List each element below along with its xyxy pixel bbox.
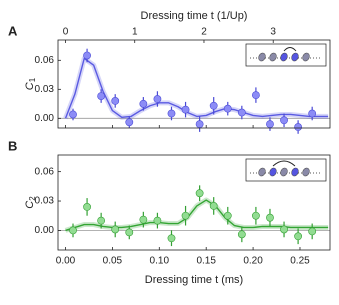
data-point — [83, 203, 91, 211]
x-axis-title: Dressing time t (ms) — [145, 274, 243, 286]
data-point — [83, 51, 91, 60]
data-point — [69, 110, 77, 119]
y-tick-label: 0.00 — [35, 225, 55, 236]
data-point — [266, 213, 274, 222]
y-axis-title-sub: 2 — [28, 196, 37, 201]
y-axis-title-main: C — [24, 201, 36, 209]
y-axis-title: C2 — [24, 196, 37, 209]
data-point — [195, 120, 204, 129]
data-point — [111, 97, 120, 105]
data-point — [195, 189, 204, 198]
x2-tick-label: 2 — [201, 27, 207, 38]
x2-tick-label: 3 — [270, 27, 276, 38]
data-point — [153, 95, 162, 103]
data-point — [181, 211, 190, 220]
data-point — [181, 105, 190, 114]
data-point — [153, 216, 162, 225]
data-point — [308, 109, 317, 118]
x-tick-label: 0.25 — [290, 256, 310, 267]
x-tick-label: 0.05 — [103, 256, 123, 267]
panel: B 0.00 0.03 0.06 0.00 0.05 0.10 0.15 0.20 0.25 Dre… — [8, 138, 331, 286]
data-point — [167, 234, 176, 243]
data-point — [209, 202, 218, 210]
data-point — [252, 91, 260, 100]
data-point — [139, 215, 148, 224]
panel-label: A — [8, 23, 18, 38]
fit-band — [63, 55, 329, 120]
fit-band — [64, 197, 329, 233]
y-axis-title: C1 — [24, 77, 37, 90]
x2-tick-label: 1 — [132, 27, 138, 38]
panel: A 0.00 0.03 0.06 0 1 2 3 Dressing time t (1/Up) C… — [8, 10, 331, 134]
inset-a — [245, 43, 327, 67]
y-tick-label: 0.00 — [35, 113, 55, 124]
y-tick-label: 0.03 — [35, 196, 55, 207]
data-point — [294, 123, 303, 131]
y-tick-label: 0.03 — [35, 84, 55, 95]
data-point — [223, 104, 232, 113]
y-tick-label: 0.06 — [35, 166, 55, 177]
data-point — [308, 227, 317, 236]
plot-frame — [57, 154, 331, 251]
data-point — [280, 225, 288, 234]
x-tick-label: 0.20 — [243, 256, 263, 267]
x2-axis-title: Dressing time t (1/Up) — [141, 10, 248, 22]
data-point — [209, 101, 218, 110]
data-point — [237, 108, 246, 117]
data-point — [266, 120, 274, 129]
x-tick-label: 0.15 — [196, 256, 216, 267]
data-point — [139, 99, 148, 108]
y-axis-title-main: C — [24, 82, 36, 90]
data-point — [280, 116, 288, 125]
data-point — [69, 226, 77, 235]
data-point — [125, 118, 134, 127]
data-point — [125, 228, 134, 237]
data-point — [97, 216, 106, 225]
data-point — [252, 211, 260, 220]
x2-tick-label: 0 — [63, 27, 69, 38]
y-axis-title-sub: 1 — [28, 77, 37, 82]
data-point — [97, 92, 106, 100]
data-point — [223, 211, 232, 220]
inset-b — [245, 158, 327, 182]
x-tick-label: 0.10 — [150, 256, 170, 267]
data-point — [237, 230, 246, 239]
data-point — [294, 232, 303, 241]
data-point — [167, 109, 176, 118]
data-point — [111, 225, 120, 234]
fit-line — [64, 57, 329, 119]
plot-frame — [57, 39, 331, 129]
x-tick-label: 0.00 — [56, 256, 76, 267]
panel-label: B — [8, 138, 17, 153]
y-tick-label: 0.06 — [35, 55, 55, 66]
